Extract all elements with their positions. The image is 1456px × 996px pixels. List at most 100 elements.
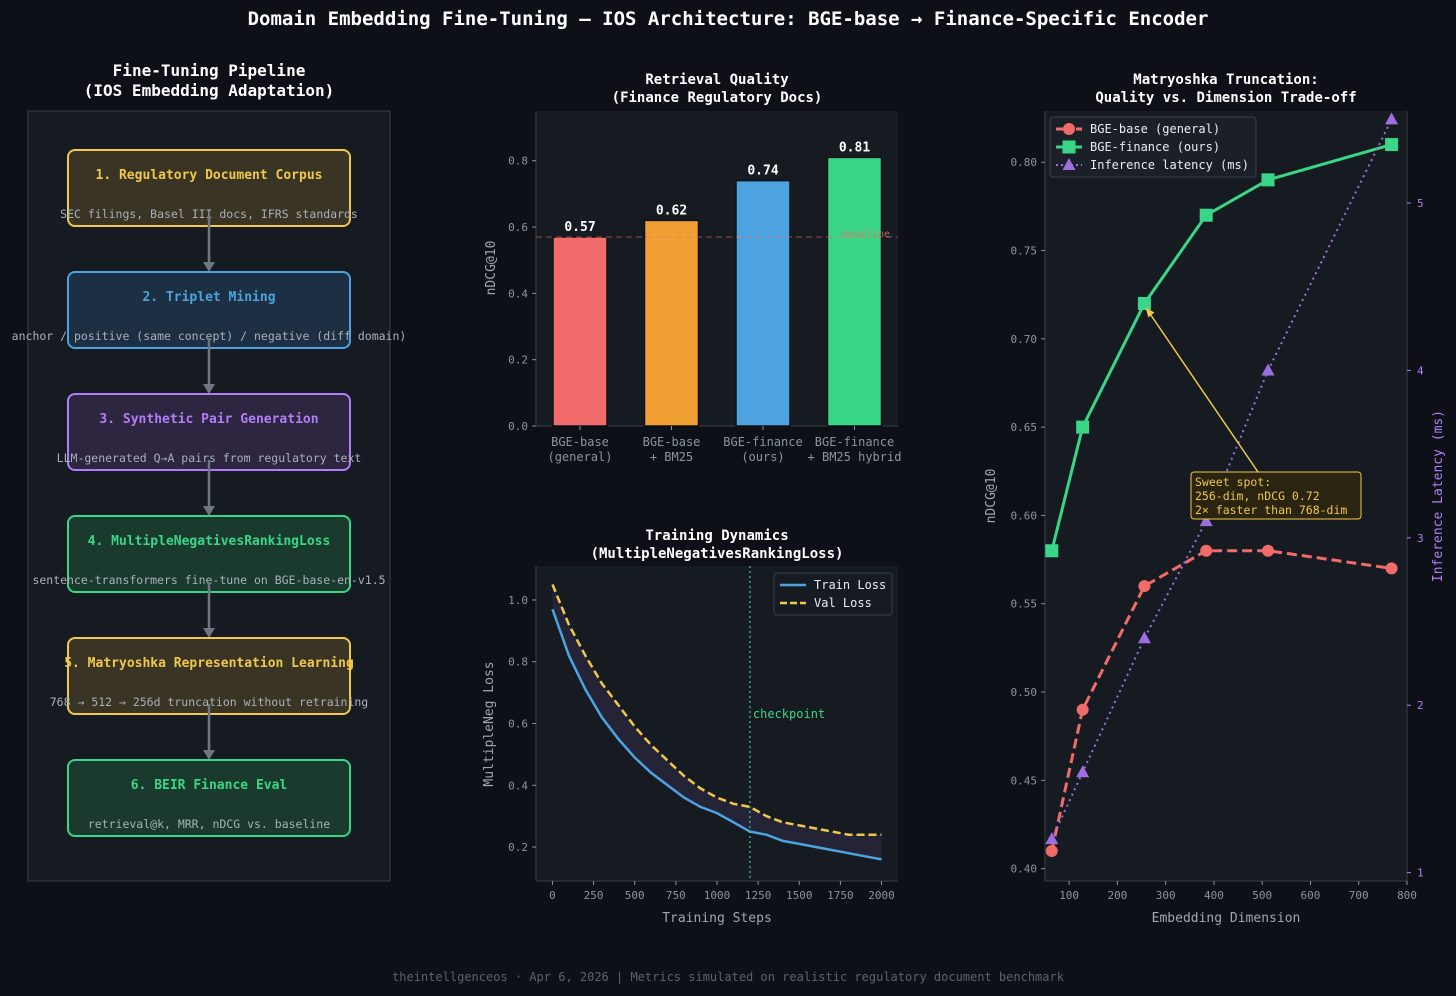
matryoshka-series-line [1050,118,1393,840]
matryoshka-y-tick-label: 0.80 [1011,156,1038,169]
training-x-tick-label: 1250 [745,889,772,902]
matryoshka-x-tick-label: 300 [1156,889,1176,902]
retrieval-y-label: nDCG@10 [484,241,499,296]
retrieval-x-tick-label: BGE-base [643,435,701,449]
matryoshka-point [1261,363,1275,376]
matryoshka-point [1137,297,1151,310]
pipeline-step-desc: retrieval@k, MRR, nDCG vs. baseline [88,817,330,831]
training-y-label: MultipleNeg Loss [482,661,497,786]
retrieval-y-tick-label: 0.8 [508,155,528,168]
retrieval-bar-value-label: 0.81 [839,140,870,155]
matryoshka-y-tick-label: 0.55 [1011,598,1038,611]
matryoshka-point [1045,544,1059,558]
matryoshka-legend-label: BGE-finance (ours) [1090,140,1220,154]
retrieval-bar [552,236,608,427]
training-y-tick-label: 0.8 [508,656,528,669]
matryoshka-point [1045,844,1058,857]
matryoshka-point [1137,631,1151,644]
retrieval-x-tick-label: (general) [547,450,612,464]
matryoshka-point [1076,420,1090,434]
pipeline-arrow-icon [203,628,215,638]
matryoshka-annotation-text: Sweet spot: [1195,475,1271,489]
retrieval-baseline-label: baseline [842,229,890,240]
retrieval-x-tick-label: + BM25 [650,450,693,464]
matryoshka-y-tick-label: 0.65 [1011,421,1038,434]
matryoshka-y2-tick-label: 2 [1417,699,1424,712]
training-legend-label: Val Loss [814,596,872,610]
pipeline-step-desc: LLM-generated Q→A pairs from regulatory … [57,451,362,465]
pipeline-step-box [67,759,351,837]
training-y-tick-label: 0.2 [508,841,528,854]
training-y-tick-label: 1.0 [508,594,528,607]
training-x-tick-label: 1000 [704,889,731,902]
retrieval-y-tick-label: 0.6 [508,221,528,234]
pipeline-step-title: 4. MultipleNegativesRankingLoss [88,534,331,549]
retrieval-subtitle: (Finance Regulatory Docs) [612,90,823,106]
training-legend [773,572,893,616]
training-legend-label: Train Loss [814,578,886,592]
matryoshka-y-tick-label: 0.60 [1011,509,1038,522]
retrieval-x-tick-label: BGE-finance [815,435,894,449]
retrieval-bar-value-label: 0.74 [747,164,778,179]
retrieval-y-tick-label: 0.2 [508,354,528,367]
matryoshka-x-tick-label: 500 [1252,889,1272,902]
training-x-tick-label: 250 [584,889,604,902]
pipeline-step-desc: 768 → 512 → 256d truncation without retr… [50,695,369,709]
matryoshka-point [1199,208,1213,222]
matryoshka-series-line [1050,143,1393,552]
matryoshka-point [1385,562,1398,575]
matryoshka-annotation-text: 2× faster than 768-dim [1195,503,1347,517]
training-x-label: Training Steps [662,911,772,926]
retrieval-bar-value-label: 0.57 [564,220,595,235]
retrieval-x-tick-label: BGE-finance [723,435,802,449]
pipeline-step-title: 5. Matryoshka Representation Learning [64,656,354,671]
matryoshka-y2-label: Inference Latency (ms) [1431,410,1446,582]
matryoshka-legend-label: Inference latency (ms) [1090,158,1249,172]
matryoshka-y2-tick-label: 3 [1417,532,1424,545]
retrieval-y-tick-label: 0.0 [508,420,528,433]
retrieval-y-tick-label: 0.4 [508,287,528,300]
training-subtitle: (MultipleNegativesRankingLoss) [591,546,844,562]
pipeline-panel: Fine-Tuning Pipeline (IOS Embedding Adap… [12,61,407,882]
training-val-loss-line [551,584,882,836]
matryoshka-annotation-arrowhead-icon [1145,307,1155,318]
training-chart: Training Dynamics (MultipleNegativesRank… [482,528,898,926]
pipeline-arrow-icon [203,750,215,760]
matryoshka-legend-marker [1062,140,1076,154]
matryoshka-point [1076,765,1090,778]
matryoshka-annotation-arrow [1147,311,1259,473]
matryoshka-point [1200,544,1213,557]
pipeline-step-title: 6. BEIR Finance Eval [131,778,288,793]
matryoshka-legend-marker [1062,158,1076,170]
matryoshka-point [1261,173,1275,187]
matryoshka-y-tick-label: 0.75 [1011,245,1038,258]
matryoshka-y2-tick-label: 4 [1417,364,1424,377]
figure-title: Domain Embedding Fine-Tuning — IOS Archi… [247,8,1209,30]
pipeline-step-title: 2. Triplet Mining [142,290,275,305]
matryoshka-y2-tick-label: 1 [1417,867,1424,880]
pipeline-arrow-icon [203,384,215,394]
pipeline-step-desc: anchor / positive (same concept) / negat… [12,329,407,343]
pipeline-step-desc: SEC filings, Basel III docs, IFRS standa… [60,207,358,221]
matryoshka-point [1045,832,1059,845]
footer-note: theintellgenceos · Apr 6, 2026 | Metrics… [392,970,1064,984]
matryoshka-x-tick-label: 600 [1301,889,1321,902]
training-title: Training Dynamics [645,528,788,544]
matryoshka-y-tick-label: 0.45 [1011,774,1038,787]
pipeline-step-title: 3. Synthetic Pair Generation [99,412,318,427]
matryoshka-y-tick-label: 0.70 [1011,333,1038,346]
training-y-tick-label: 0.6 [508,718,528,731]
training-plot-area [536,566,898,881]
training-y-tick-label: 0.4 [508,779,528,792]
retrieval-bar [826,156,883,427]
pipeline-arrow-icon [203,262,215,272]
training-x-tick-label: 2000 [868,889,895,902]
matryoshka-x-tick-label: 700 [1349,889,1369,902]
retrieval-x-tick-label: (ours) [741,450,784,464]
matryoshka-x-tick-label: 800 [1397,889,1417,902]
matryoshka-point [1385,138,1399,152]
matryoshka-x-tick-label: 100 [1059,889,1079,902]
matryoshka-x-label: Embedding Dimension [1152,911,1301,926]
matryoshka-x-tick-label: 400 [1204,889,1224,902]
